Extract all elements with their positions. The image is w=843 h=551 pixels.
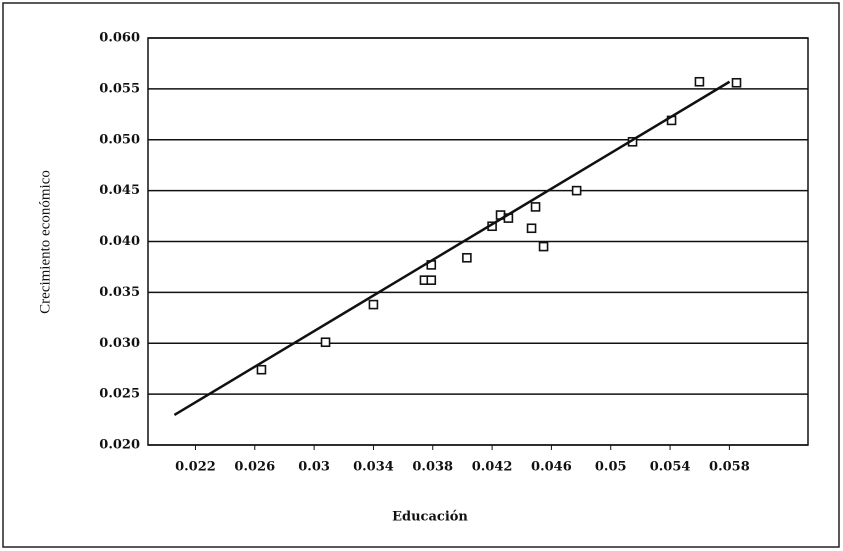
point — [538, 241, 549, 252]
x-tick-label: 0.05 — [595, 460, 627, 475]
x-tick-label: 0.054 — [650, 460, 691, 475]
point — [526, 223, 537, 234]
x-tick-label: 0.034 — [353, 460, 394, 475]
point — [320, 337, 331, 348]
y-tick-label: 0.030 — [99, 336, 140, 351]
point — [731, 77, 742, 88]
y-tick-label: 0.035 — [99, 285, 140, 300]
x-tick-label: 0.038 — [412, 460, 453, 475]
plot-area — [147, 37, 809, 446]
y-axis-label: Crecimiento económico — [37, 170, 53, 314]
y-tick-label: 0.060 — [99, 31, 140, 46]
y-tick-label: 0.040 — [99, 234, 140, 249]
x-tick-label: 0.046 — [531, 460, 572, 475]
y-tick-label: 0.055 — [99, 81, 140, 96]
x-tick-label: 0.026 — [234, 460, 275, 475]
y-tick-label: 0.020 — [99, 438, 140, 453]
x-tick-label: 0.042 — [472, 460, 513, 475]
x-axis-label: Educación — [392, 510, 468, 525]
point — [694, 76, 705, 87]
point — [256, 364, 267, 375]
y-tick-label: 0.045 — [99, 183, 140, 198]
x-tick-label: 0.03 — [298, 460, 330, 475]
point — [368, 299, 379, 310]
x-tick-label: 0.022 — [175, 460, 216, 475]
point — [530, 202, 541, 212]
trend-line — [173, 80, 731, 417]
point — [462, 252, 472, 263]
x-tick-label: 0.058 — [709, 460, 750, 475]
point — [571, 185, 582, 196]
y-tick-label: 0.025 — [99, 387, 140, 402]
y-tick-label: 0.050 — [99, 132, 140, 147]
point — [426, 275, 437, 285]
